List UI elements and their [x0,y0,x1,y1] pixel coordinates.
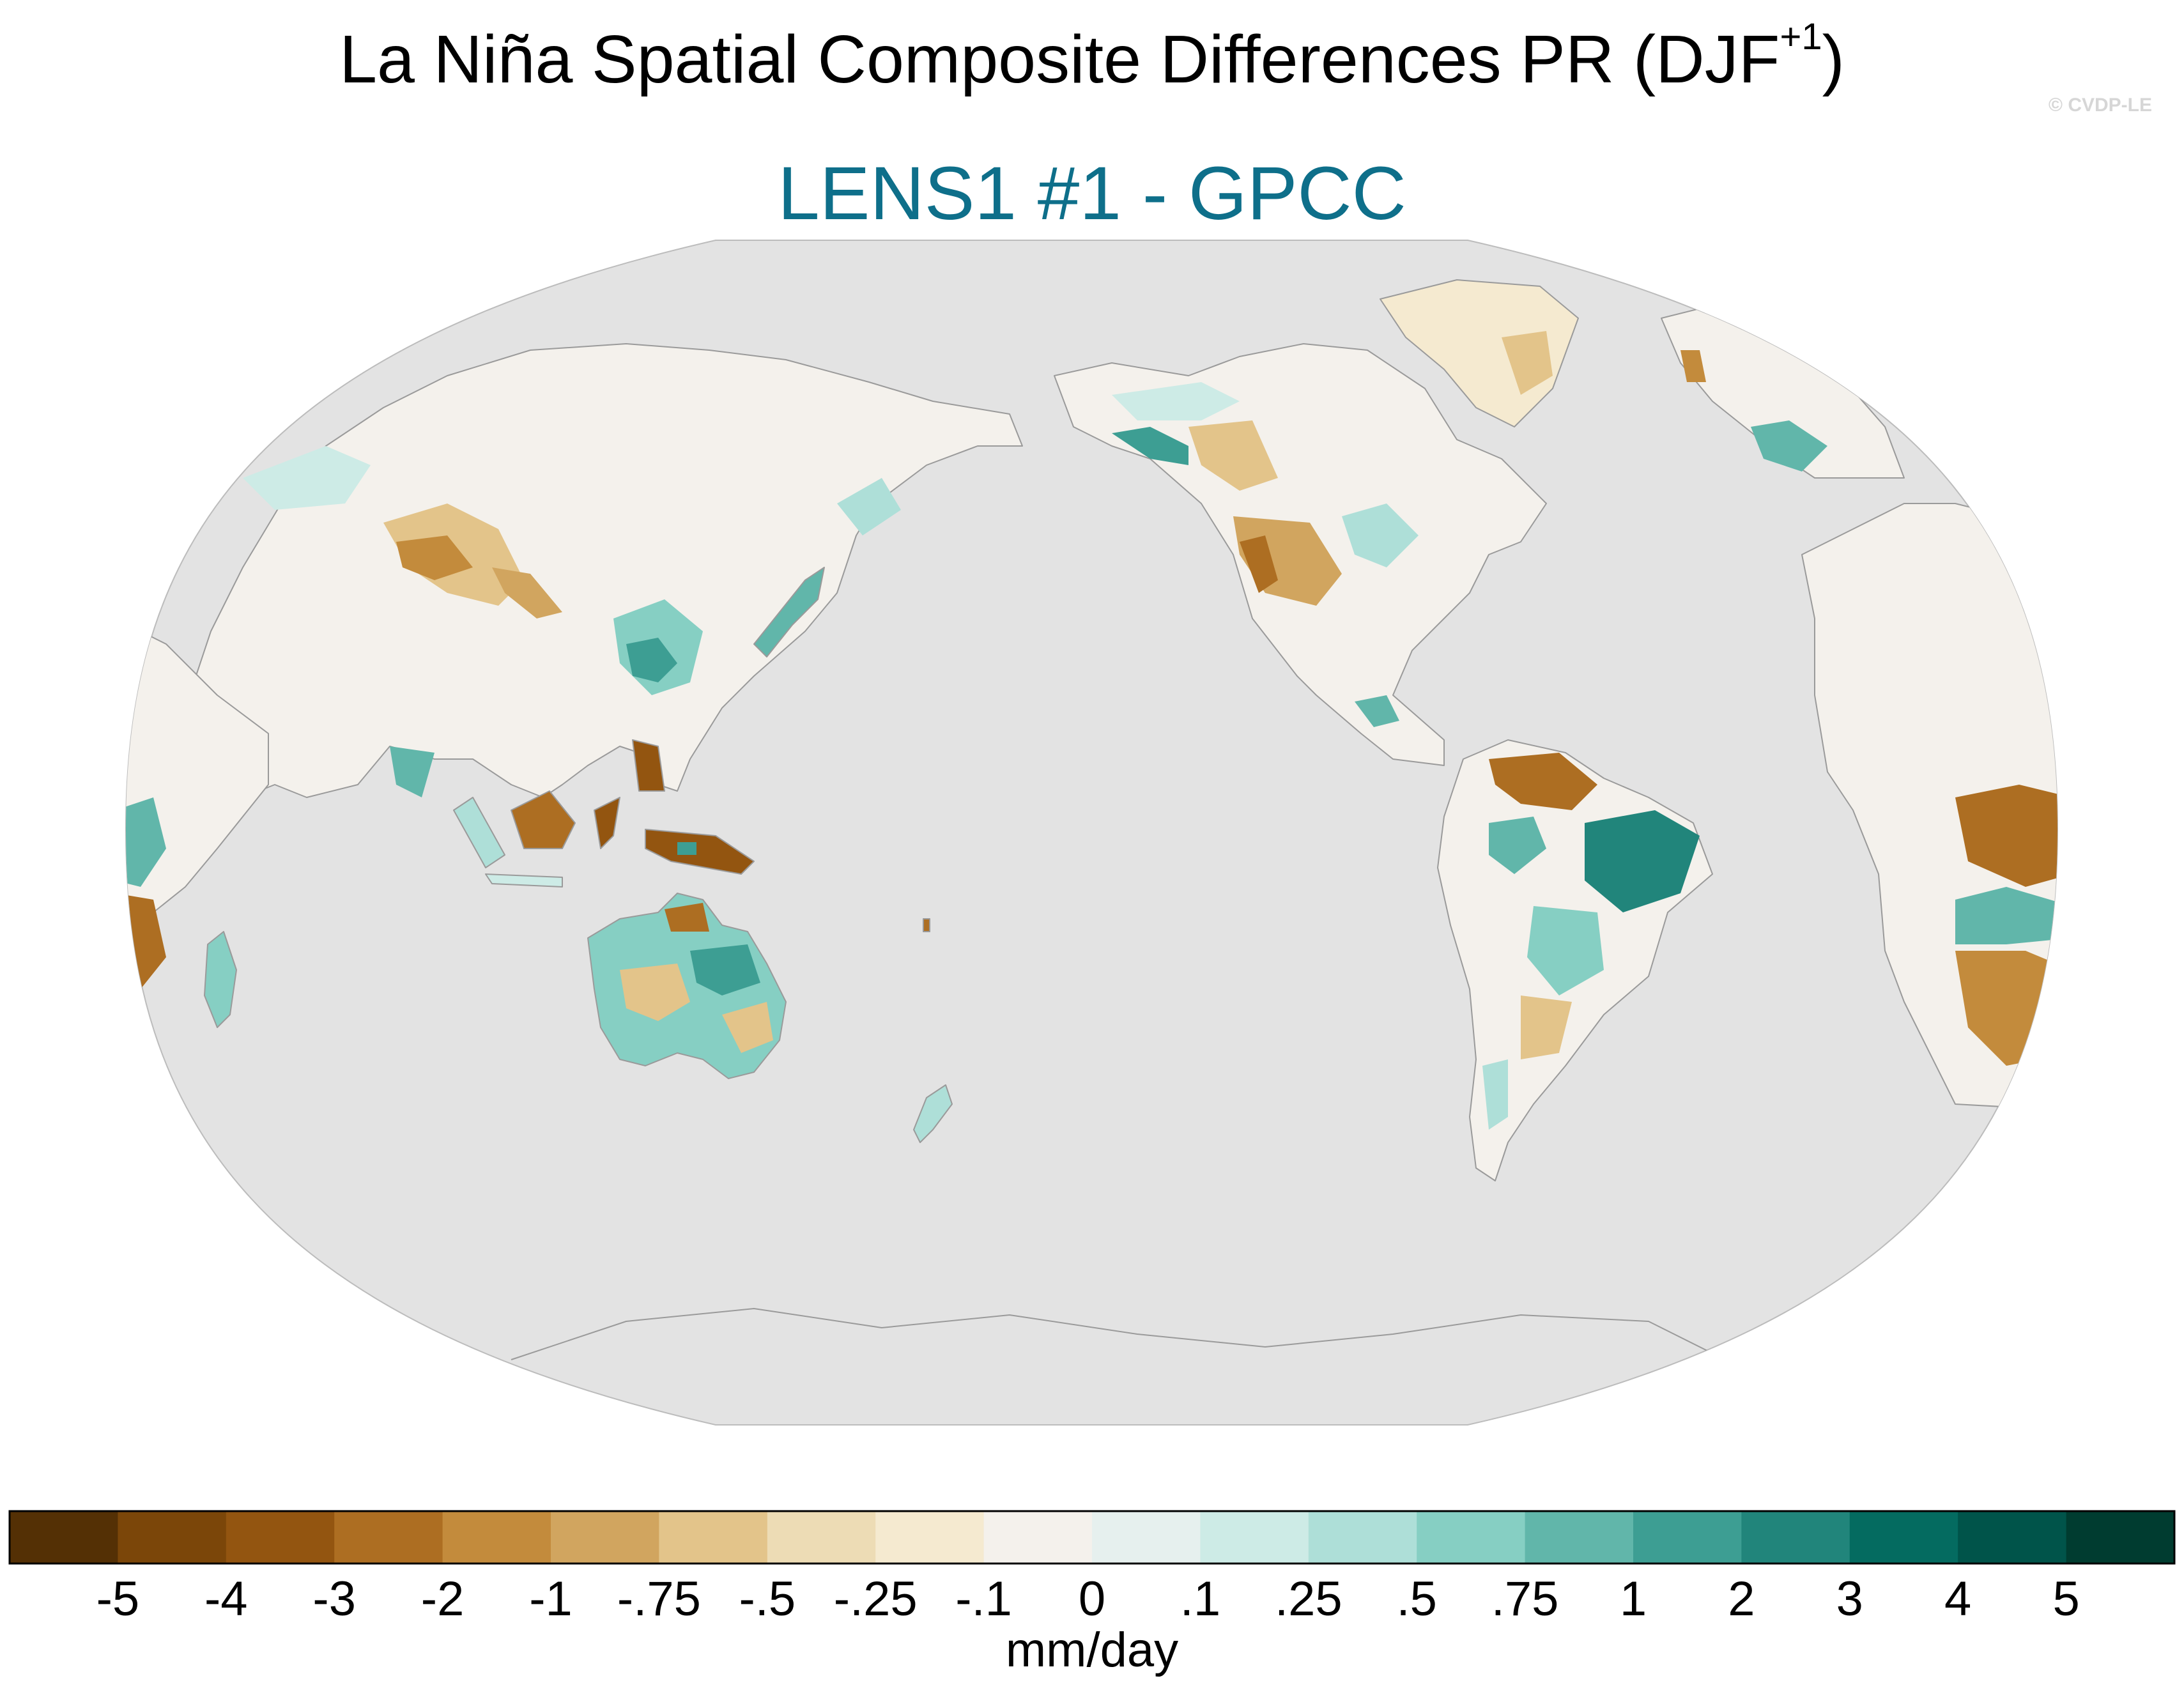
anomaly-east-africa-brown [1955,785,2057,887]
colorbar-swatch [1525,1511,1634,1564]
landmass-japan [753,567,825,657]
colorbar-tick-label: .75 [1491,1572,1559,1626]
colorbar-tick-label: 3 [1836,1572,1863,1626]
colorbar-tick-label: 4 [1944,1572,1971,1626]
map-title-main: La Niña Spatial Composite Differences PR… [339,22,1780,97]
colorbar-units: mm/day [1005,1623,1179,1677]
anomaly-south-africa-teal [1955,887,2057,944]
anomaly-canada-teal [1112,382,1240,420]
anomaly-scandinavia-brown [1680,350,1706,382]
colorbar-tick-label: -.5 [739,1572,796,1626]
world-map [125,240,2059,1426]
anomaly-australia-east-teal [690,944,760,995]
colorbar-swatch [659,1511,768,1564]
anomaly-india-teal [390,746,434,797]
colorbar-border [8,1510,2176,1565]
colorbar-swatch [442,1511,551,1564]
colorbar-tick-label: .1 [1180,1572,1220,1626]
anomaly-new-guinea-teal [677,842,696,855]
map-subtitle: LENS1 #1 - GPCC [778,151,1406,236]
colorbar-tick-label: -.1 [955,1572,1012,1626]
anomaly-europe-teal [1751,420,1827,472]
landmass-pacific-island [923,918,930,932]
anomaly-southeast-sa-ochre [1521,995,1572,1059]
anomaly-southern-africa-teal [126,797,166,887]
colorbar-tick-label: -.25 [834,1572,918,1626]
landmass-new-guinea [645,829,755,875]
anomaly-amazon-brown [1489,753,1597,810]
landmass-sulawesi [594,797,620,849]
colorbar-swatch [118,1511,227,1564]
colorbar-swatch [551,1511,659,1564]
anomaly-southwest-us-brown [1240,535,1278,593]
colorbar-swatch [875,1511,985,1564]
anomaly-tibet-brown [396,535,473,580]
colorbar-tick-label: -2 [421,1572,465,1626]
colorbar-tick-label: -4 [204,1572,248,1626]
colorbar-swatch [1741,1511,1850,1564]
map-title: La Niña Spatial Composite Differences PR… [0,19,2184,94]
anomaly-australia-ochre [620,964,690,1021]
anomaly-kamchatka-teal [837,478,901,535]
map-title-close: ) [1822,22,1845,97]
colorbar-tick-label: .25 [1275,1572,1342,1626]
colorbar-swatch [1417,1511,1526,1564]
colorbar-tick-label: -3 [312,1572,356,1626]
anomaly-southern-brazil-teal [1527,906,1604,995]
landmass-antarctica [511,1308,1713,1360]
colorbar-tick-label: .5 [1397,1572,1437,1626]
map-title-superscript: +1 [1780,16,1822,58]
colorbar-swatch [10,1511,118,1564]
colorbar-tick-label: -5 [96,1572,140,1626]
anomaly-andes-teal [1482,1059,1508,1130]
colorbar-swatch [1849,1511,1958,1564]
anomaly-central-america-teal [1355,695,1399,727]
colorbar-swatch [2066,1511,2175,1564]
colorbar-tick-label: -1 [529,1572,573,1626]
landmass-sumatra [453,797,505,868]
colorbar-swatch [1092,1511,1201,1564]
landmass-madagascar [204,931,237,1028]
landmass-philippines [632,739,665,792]
landmass-borneo [511,790,576,849]
colorbar-swatch [1633,1511,1742,1564]
colorbar-tick-label: 5 [2052,1572,2079,1626]
anomaly-northeast-brazil-teal [1585,810,1700,912]
credit-label: © CVDP-LE [2048,95,2152,116]
colorbar-swatch [983,1511,1093,1564]
anomaly-prairie-ochre [1188,420,1278,491]
colorbar: -5 -4 -3 -2 -1 -.75 -.5 -.25 -.1 0 .1 .25 .5 .75 1 2 3 4 5 [8,1510,2176,1626]
colorbar-swatches [8,1510,2176,1565]
colorbar-tick-label: 0 [1079,1572,1105,1626]
anomaly-tarim-ochre [492,567,562,619]
colorbar-swatch [1308,1511,1417,1564]
colorbar-swatch [1958,1511,2067,1564]
landmass-new-zealand [913,1084,953,1143]
anomaly-southeast-china-teal [626,638,677,682]
anomaly-australia-north-brown [665,903,709,932]
colorbar-swatch [226,1511,335,1564]
anomaly-amazon-teal [1489,817,1546,874]
colorbar-swatch [767,1511,876,1564]
colorbar-tick-labels: -5 -4 -3 -2 -1 -.75 -.5 -.25 -.1 0 .1 .25 .5 .75 1 2 3 4 5 [96,1572,2080,1626]
landmass-java [485,873,563,888]
anomaly-siberia-teal [243,446,371,510]
colorbar-swatch [1200,1511,1309,1564]
anomaly-australia-southeast-ochre [722,1002,773,1053]
colorbar-swatch [334,1511,443,1564]
anomaly-eastern-us-teal [1342,503,1419,567]
colorbar-tick-label: -.75 [617,1572,701,1626]
colorbar-tick-label: 2 [1728,1572,1755,1626]
anomaly-greenland-ochre [1502,331,1553,395]
colorbar-tick-label: 1 [1620,1572,1647,1626]
anomaly-alaska-teal [1112,427,1188,465]
